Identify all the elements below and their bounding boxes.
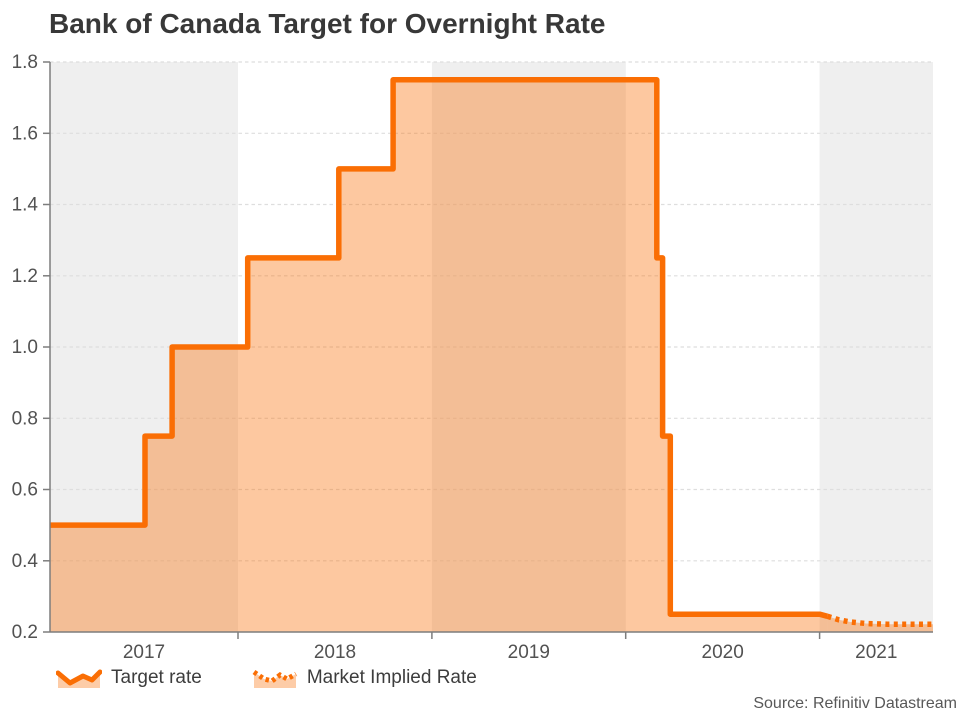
target-rate-swatch-icon: [56, 669, 102, 688]
y-tick-label-1.4: 1.4: [12, 195, 39, 216]
y-tick-label-1.2: 1.2: [12, 266, 38, 287]
y-tick-label-0.2: 0.2: [12, 622, 38, 643]
y-tick-label-0.6: 0.6: [12, 480, 38, 501]
legend-label-target-rate: Target rate: [111, 666, 202, 688]
x-tick-label-2021: 2021: [855, 642, 897, 663]
market-implied-rate-swatch-icon: [252, 669, 298, 688]
y-tick-label-0.4: 0.4: [12, 551, 39, 572]
y-tick-label-0.8: 0.8: [12, 408, 38, 429]
x-tick-label-2020: 2020: [702, 642, 744, 663]
target-rate-line: [50, 77, 829, 619]
market-implied-rate-line: [826, 613, 933, 627]
x-tick-label-2018: 2018: [314, 642, 356, 663]
chart-title: Bank of Canada Target for Overnight Rate: [49, 8, 606, 39]
legend-item-target-rate: Target rate: [56, 666, 202, 689]
x-tick-label-2017: 2017: [123, 642, 165, 663]
y-tick-label-1.6: 1.6: [12, 123, 38, 144]
y-tick-label-1.8: 1.8: [12, 52, 38, 73]
source-attribution: Source: Refinitiv Datastream: [753, 695, 957, 712]
target-rate-area: [50, 79, 828, 633]
y-tick-label-1.0: 1.0: [12, 337, 38, 358]
legend-label-market-implied-rate: Market Implied Rate: [306, 666, 477, 688]
legend-item-market-implied-rate: Market Implied Rate: [252, 666, 477, 689]
x-tick-label-2019: 2019: [508, 642, 550, 663]
year-band-2019: [431, 62, 626, 632]
chart-legend: Target rate Market Implied Rate: [56, 666, 527, 689]
